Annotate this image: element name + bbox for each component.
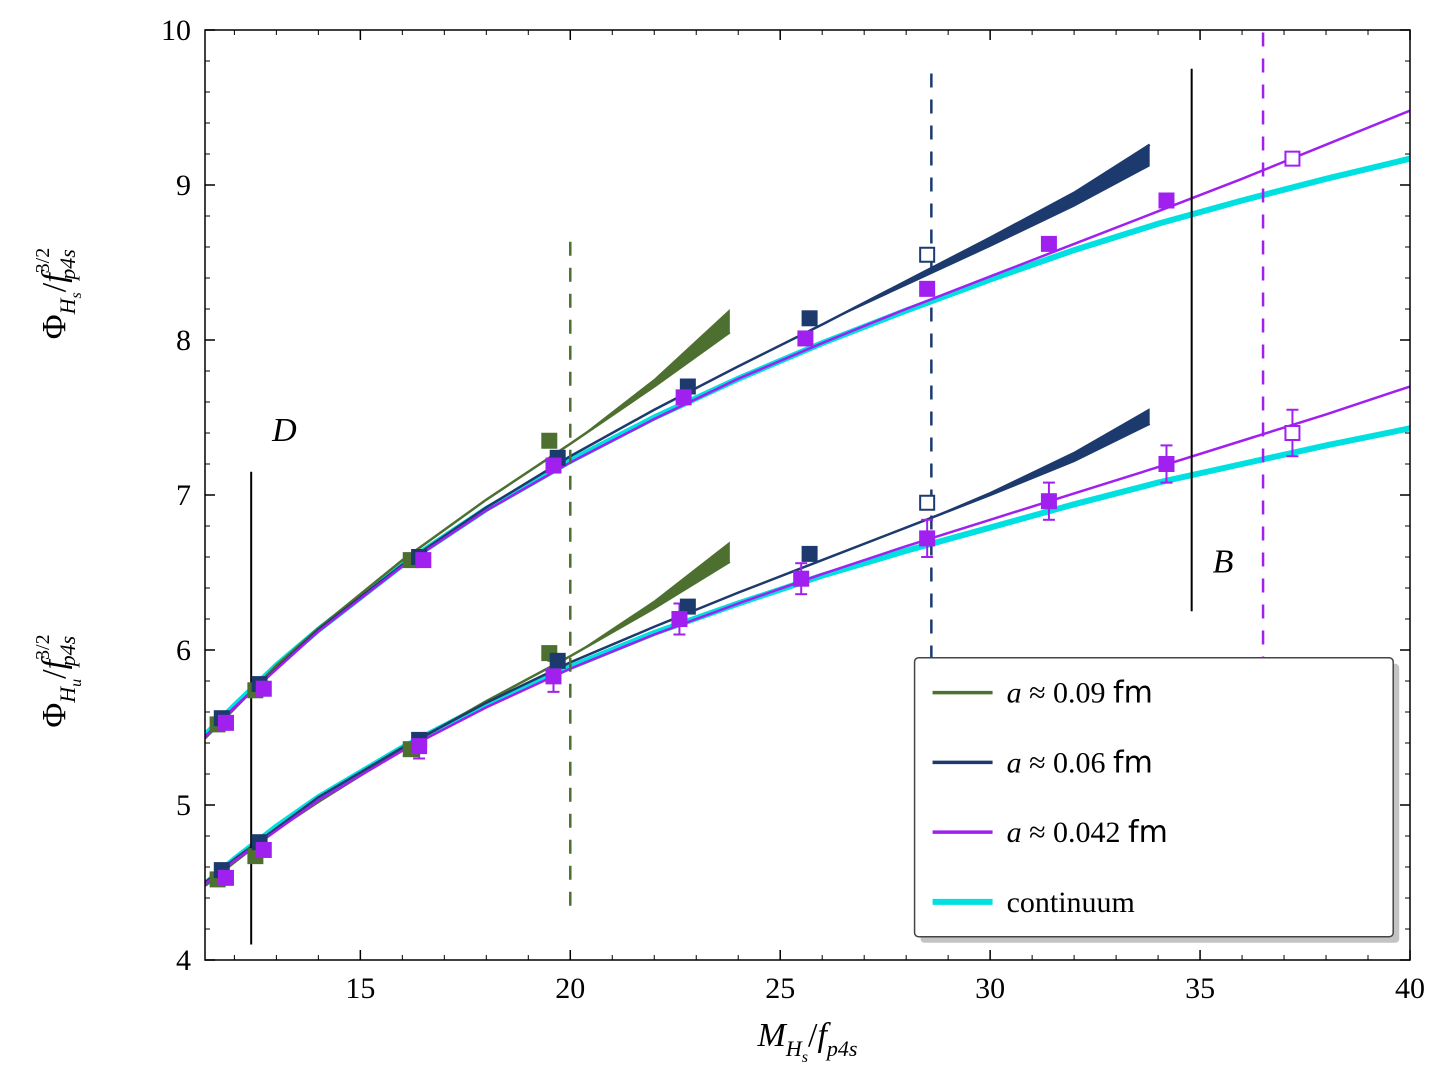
point-purple-lower (257, 843, 271, 857)
point-purple-lower (794, 572, 808, 586)
xtick-label: 20 (555, 972, 585, 1005)
xtick-label: 40 (1395, 972, 1425, 1005)
point-olive-upper (542, 434, 556, 448)
point-purple-upper (1159, 194, 1173, 208)
point-navy-upper (803, 311, 817, 325)
ytick-label: 5 (176, 789, 191, 822)
point-purple-lower (1159, 457, 1173, 471)
point-purple-lower (412, 739, 426, 753)
vline-label-D: D (271, 412, 297, 449)
ytick-label: 9 (176, 169, 191, 202)
ytick-label: 7 (176, 479, 191, 512)
vline-label-B: B (1213, 544, 1234, 581)
point-purple-lower (219, 871, 233, 885)
point-navy-lower-open (920, 496, 934, 510)
point-purple-lower (546, 669, 560, 683)
xtick-label: 35 (1185, 972, 1215, 1005)
legend-label: a ≈ 0.09 fm (1007, 676, 1153, 711)
point-purple-lower-open (1285, 426, 1299, 440)
chart: DB15202530354045678910MHs/fp4sΦHs/f3/2p4… (0, 0, 1440, 1080)
legend-box (915, 658, 1394, 937)
xtick-label: 25 (765, 972, 795, 1005)
point-navy-lower (551, 654, 565, 668)
ytick-label: 10 (161, 14, 191, 47)
point-navy-lower (803, 547, 817, 561)
point-purple-lower (920, 531, 934, 545)
legend-label: a ≈ 0.042 fm (1007, 815, 1168, 850)
point-purple-upper (920, 282, 934, 296)
ytick-label: 8 (176, 324, 191, 357)
ytick-label: 6 (176, 634, 191, 667)
legend-label: a ≈ 0.06 fm (1007, 745, 1153, 780)
point-navy-upper-open (920, 248, 934, 262)
legend-label: continuum (1007, 886, 1135, 919)
point-purple-lower (1042, 494, 1056, 508)
point-purple-upper (219, 716, 233, 730)
xtick-label: 30 (975, 972, 1005, 1005)
point-purple-upper (677, 390, 691, 404)
point-purple-upper (546, 459, 560, 473)
point-purple-upper (1042, 237, 1056, 251)
point-purple-upper-open (1285, 152, 1299, 166)
ytick-label: 4 (176, 944, 191, 977)
point-purple-lower (672, 612, 686, 626)
xtick-label: 15 (345, 972, 375, 1005)
point-purple-upper (798, 331, 812, 345)
point-purple-upper (257, 682, 271, 696)
point-purple-upper (416, 553, 430, 567)
